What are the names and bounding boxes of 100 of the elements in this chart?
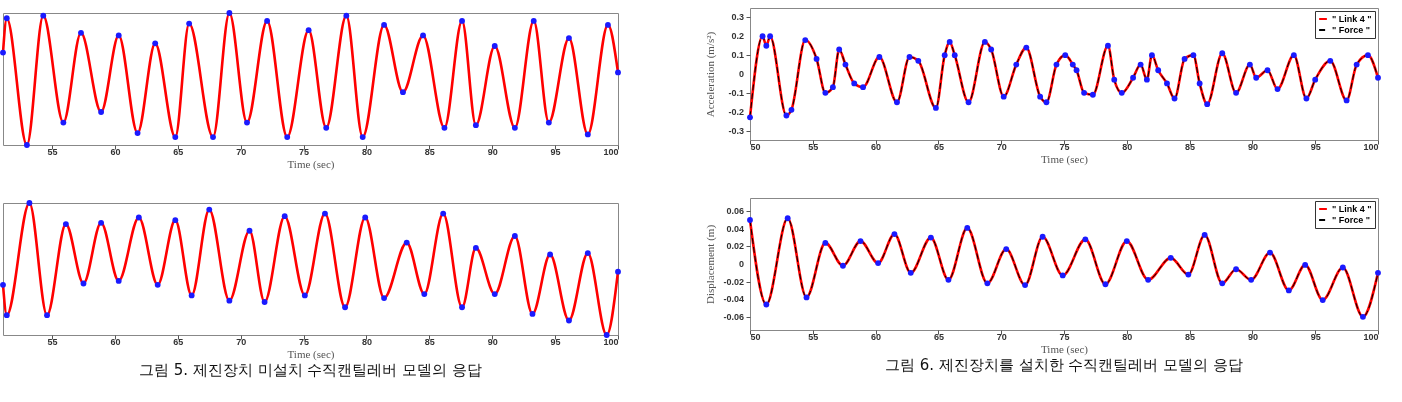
point xyxy=(381,21,387,28)
x-tick-label: 55 xyxy=(47,336,58,347)
point xyxy=(342,304,348,311)
x-tick-label: 85 xyxy=(1185,141,1196,152)
point xyxy=(530,18,537,24)
point xyxy=(615,69,621,76)
point xyxy=(441,124,448,131)
point xyxy=(98,219,105,226)
point xyxy=(301,292,308,299)
x-tick-label: 70 xyxy=(996,141,1007,152)
point xyxy=(359,134,366,140)
point xyxy=(26,200,33,206)
point xyxy=(1285,287,1292,294)
x-tick-label: 50 xyxy=(750,331,761,342)
point xyxy=(440,210,447,217)
point xyxy=(1145,276,1152,283)
legend-label: " Link 4 " xyxy=(1332,14,1372,24)
point xyxy=(1233,266,1239,273)
x-tick-label: 60 xyxy=(110,336,121,347)
point xyxy=(60,119,67,126)
x-tick-label: 90 xyxy=(487,146,498,157)
point xyxy=(1375,269,1381,276)
y-axis-title: Acceleration (m/s²) xyxy=(704,31,717,118)
point xyxy=(0,49,6,56)
y-tick-label: -0.02 xyxy=(723,276,744,287)
x-tick-label: 75 xyxy=(1059,331,1070,342)
y-axis-title: Displacement (m) xyxy=(704,224,717,305)
point xyxy=(1248,276,1255,283)
point xyxy=(964,225,971,231)
point xyxy=(322,210,328,217)
point xyxy=(1039,233,1046,240)
point xyxy=(134,130,141,137)
point xyxy=(152,40,159,47)
x-tick-label: 95 xyxy=(550,336,561,347)
point xyxy=(545,119,552,126)
legend-label: " Force " xyxy=(1332,25,1371,35)
point xyxy=(44,312,50,319)
x-tick-label: 75 xyxy=(1059,141,1070,152)
x-tick-label: 90 xyxy=(487,336,498,347)
x-tick-label: 90 xyxy=(1247,331,1258,342)
y-tick-label: 0 xyxy=(738,259,744,269)
y-tick-label: 0.2 xyxy=(731,31,744,42)
x-tick-label: 60 xyxy=(871,331,882,342)
point xyxy=(62,221,69,228)
y-tick-label: 0 xyxy=(738,69,744,79)
point xyxy=(98,109,105,115)
point xyxy=(23,142,30,148)
point xyxy=(927,234,934,241)
point xyxy=(323,124,330,131)
y-tick-label: 0.1 xyxy=(731,50,744,61)
x-tick-label: 100 xyxy=(1363,331,1379,342)
point xyxy=(491,43,498,49)
x-tick-label: 85 xyxy=(424,336,435,347)
point xyxy=(40,12,47,19)
y-tick-label: -0.1 xyxy=(728,87,744,98)
point xyxy=(1082,236,1089,243)
point xyxy=(1059,272,1066,279)
x-tick-label: 85 xyxy=(424,146,435,157)
point xyxy=(172,217,179,224)
point xyxy=(603,332,610,338)
point xyxy=(1201,232,1208,238)
point xyxy=(984,280,991,287)
point xyxy=(763,301,770,308)
x-tick-label: 100 xyxy=(603,336,619,347)
point xyxy=(1360,313,1366,320)
x-tick-label: 85 xyxy=(1185,331,1196,342)
x-tick-label: 65 xyxy=(173,146,184,157)
point xyxy=(206,206,213,213)
y-tick-label: 0.06 xyxy=(726,206,744,217)
y-tick-label: -0.3 xyxy=(728,125,744,136)
point xyxy=(1123,238,1130,245)
point xyxy=(210,134,216,140)
point xyxy=(459,304,465,311)
x-tick-label: 100 xyxy=(603,146,619,157)
x-axis-title: Time (sec) xyxy=(287,347,335,361)
point xyxy=(135,214,142,221)
y-tick-label: 0.3 xyxy=(731,12,744,23)
point xyxy=(1102,281,1109,288)
point xyxy=(261,299,268,305)
point xyxy=(0,281,6,288)
x-axis-title: Time (sec) xyxy=(1041,342,1089,356)
point xyxy=(511,233,518,239)
point xyxy=(511,124,518,131)
point xyxy=(343,12,350,19)
point xyxy=(421,291,428,297)
point xyxy=(547,251,553,258)
point xyxy=(584,250,591,257)
legend-label: " Force " xyxy=(1332,215,1371,225)
point xyxy=(472,122,479,129)
y-tick-label: -0.06 xyxy=(723,311,744,322)
point xyxy=(154,281,161,288)
point xyxy=(115,32,122,39)
x-tick-label: 75 xyxy=(299,146,310,157)
x-tick-label: 60 xyxy=(110,146,121,157)
x-tick-label: 90 xyxy=(1247,141,1258,152)
point xyxy=(1219,280,1226,287)
point xyxy=(459,18,465,24)
legend-label: " Link 4 " xyxy=(1332,204,1372,214)
point xyxy=(615,268,621,275)
x-tick-label: 95 xyxy=(550,146,561,157)
